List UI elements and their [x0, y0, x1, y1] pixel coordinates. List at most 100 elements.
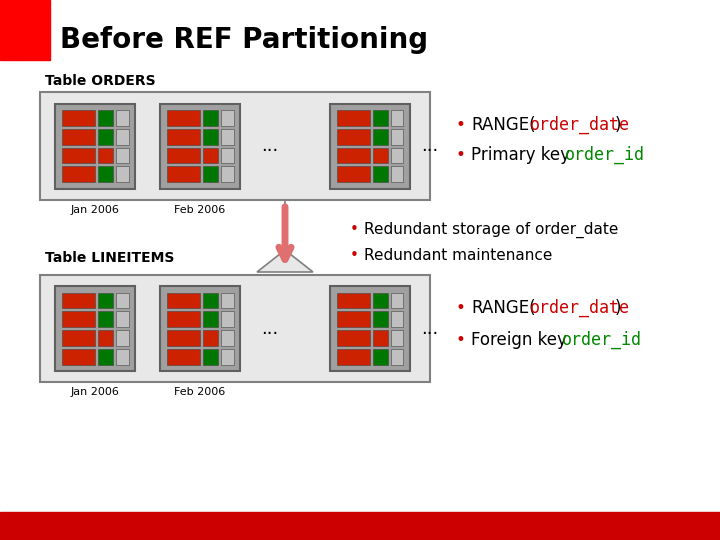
Bar: [203, 129, 218, 145]
Text: •: •: [455, 146, 465, 164]
Text: RANGE(: RANGE(: [471, 299, 536, 317]
Bar: [330, 104, 410, 188]
Bar: [336, 166, 370, 182]
Bar: [160, 286, 240, 371]
Bar: [203, 147, 218, 163]
Bar: [336, 330, 370, 346]
Bar: [61, 311, 95, 327]
Bar: [336, 129, 370, 145]
Bar: [61, 147, 95, 163]
Bar: [61, 349, 95, 365]
Bar: [336, 293, 370, 308]
Text: order_date: order_date: [530, 299, 630, 317]
Bar: [61, 330, 95, 346]
Text: •: •: [455, 331, 465, 349]
Bar: [61, 166, 95, 182]
Text: order_id: order_id: [565, 146, 645, 164]
Bar: [166, 330, 200, 346]
Bar: [116, 311, 128, 327]
Text: •: •: [350, 222, 359, 238]
Bar: [116, 129, 128, 145]
Text: ORACLE: ORACLE: [624, 519, 685, 533]
Text: ...: ...: [261, 320, 279, 338]
Bar: [336, 110, 370, 126]
Bar: [221, 293, 233, 308]
Bar: [98, 293, 113, 308]
Bar: [391, 311, 403, 327]
Bar: [373, 147, 388, 163]
Bar: [61, 129, 95, 145]
Bar: [166, 110, 200, 126]
Bar: [166, 147, 200, 163]
Text: Primary key: Primary key: [471, 146, 575, 164]
Text: Table ORDERS: Table ORDERS: [45, 74, 156, 88]
Text: Before REF Partitioning: Before REF Partitioning: [60, 26, 428, 54]
Bar: [40, 275, 430, 382]
Text: Jan 2006: Jan 2006: [71, 205, 120, 215]
Text: ...: ...: [261, 137, 279, 155]
Bar: [98, 349, 113, 365]
Bar: [373, 349, 388, 365]
Bar: [40, 92, 430, 200]
Bar: [391, 147, 403, 163]
Bar: [221, 349, 233, 365]
Bar: [61, 110, 95, 126]
Bar: [116, 330, 128, 346]
Bar: [61, 293, 95, 308]
Text: Feb 2006: Feb 2006: [174, 205, 225, 215]
Bar: [116, 147, 128, 163]
Bar: [98, 166, 113, 182]
Text: ...: ...: [421, 320, 438, 338]
Text: Table LINEITEMS: Table LINEITEMS: [45, 251, 174, 265]
Bar: [203, 311, 218, 327]
Bar: [391, 110, 403, 126]
Text: •: •: [455, 116, 465, 134]
Bar: [221, 311, 233, 327]
Bar: [166, 129, 200, 145]
Text: order_id: order_id: [562, 331, 642, 349]
Text: ...: ...: [421, 137, 438, 155]
Bar: [98, 147, 113, 163]
Text: ): ): [615, 299, 621, 317]
Bar: [160, 104, 240, 188]
Bar: [391, 166, 403, 182]
FancyArrowPatch shape: [279, 207, 291, 259]
Text: ): ): [615, 116, 621, 134]
Text: Foreign key: Foreign key: [471, 331, 572, 349]
Bar: [203, 166, 218, 182]
Bar: [373, 129, 388, 145]
Bar: [221, 129, 233, 145]
Bar: [336, 147, 370, 163]
Bar: [221, 166, 233, 182]
Polygon shape: [257, 250, 313, 272]
Bar: [166, 311, 200, 327]
Bar: [336, 311, 370, 327]
Bar: [221, 330, 233, 346]
Bar: [203, 349, 218, 365]
Bar: [98, 129, 113, 145]
Bar: [0, 512, 720, 540]
Bar: [221, 147, 233, 163]
Bar: [55, 104, 135, 188]
Text: Redundant storage of order_date: Redundant storage of order_date: [364, 222, 618, 238]
Bar: [373, 166, 388, 182]
Bar: [116, 166, 128, 182]
Bar: [336, 349, 370, 365]
Bar: [391, 129, 403, 145]
Text: Feb 2006: Feb 2006: [174, 387, 225, 397]
Text: Redundant maintenance: Redundant maintenance: [364, 247, 552, 262]
Bar: [203, 110, 218, 126]
Bar: [166, 349, 200, 365]
Bar: [373, 293, 388, 308]
Text: RANGE(: RANGE(: [471, 116, 536, 134]
Bar: [391, 349, 403, 365]
Bar: [55, 286, 135, 371]
Bar: [116, 110, 128, 126]
Bar: [203, 293, 218, 308]
Text: •: •: [350, 247, 359, 262]
Bar: [221, 110, 233, 126]
Bar: [373, 110, 388, 126]
Bar: [373, 330, 388, 346]
Text: order_date: order_date: [530, 116, 630, 134]
Bar: [330, 286, 410, 371]
